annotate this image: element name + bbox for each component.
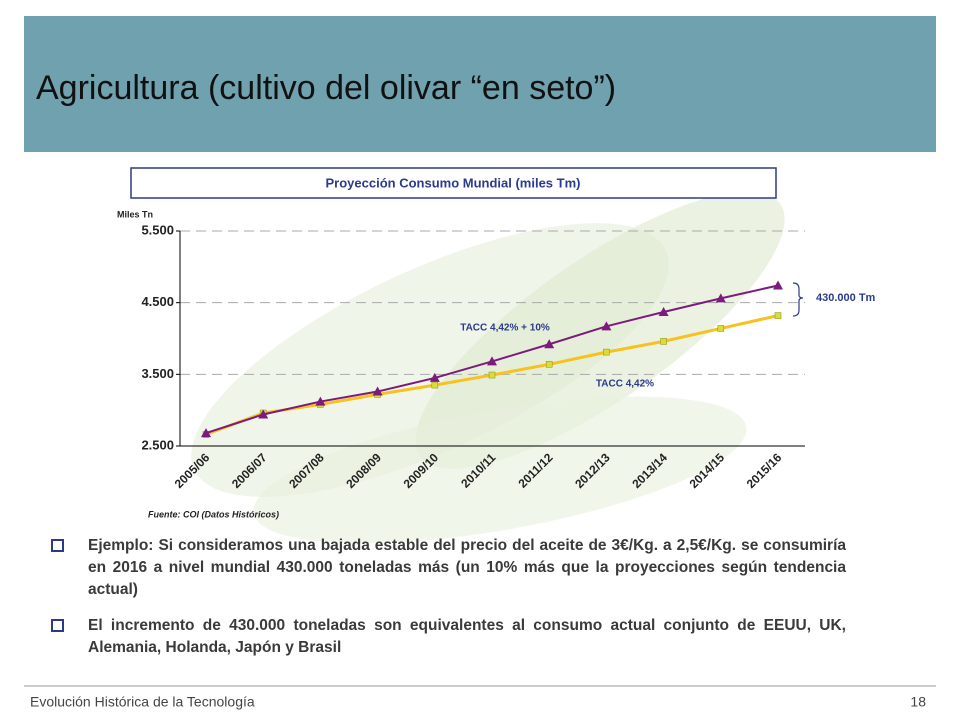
marker xyxy=(715,293,726,303)
marker xyxy=(603,348,610,356)
y-tick-label: 3.500 xyxy=(141,366,174,381)
source: Fuente: COI (Datos Históricos) xyxy=(148,509,279,519)
bullet-icon xyxy=(51,619,64,632)
marker xyxy=(488,371,496,379)
marker xyxy=(372,386,383,396)
bullet-icon xyxy=(51,539,64,552)
y-tick-label: 5.500 xyxy=(141,222,174,237)
y-tick-label: 2.500 xyxy=(141,437,174,452)
x-tick-label: 2015/16 xyxy=(744,450,785,491)
marker xyxy=(315,396,326,406)
y-axis-label: Miles Tn xyxy=(117,209,153,219)
annotation: 430.000 Tm xyxy=(816,292,876,304)
leaf xyxy=(253,396,747,544)
marker xyxy=(431,381,439,389)
marker xyxy=(201,428,211,438)
leaf xyxy=(415,191,785,469)
series-label: TACC 4,42% + 10% xyxy=(460,323,550,334)
marker xyxy=(774,312,782,319)
bracket xyxy=(792,282,804,317)
bullet: El incremento de 430.000 toneladas son e… xyxy=(88,617,846,656)
header-bar xyxy=(24,16,936,152)
chart-title: Proyección Consumo Mundial (miles Tm) xyxy=(326,175,581,190)
bullet: Ejemplo: Si consideramos una bajada esta… xyxy=(88,537,846,598)
marker xyxy=(429,372,440,382)
marker xyxy=(545,360,553,368)
marker xyxy=(487,356,497,366)
marker xyxy=(773,280,783,290)
page-number: 18 xyxy=(910,694,926,710)
marker xyxy=(660,338,667,345)
marker xyxy=(658,306,669,316)
chart-title-box xyxy=(130,167,777,199)
slide-title: Agricultura (cultivo del olivar “en seto… xyxy=(36,69,616,107)
marker xyxy=(601,321,612,331)
marker xyxy=(544,339,555,349)
marker xyxy=(717,325,725,332)
footer: Evolución Histórica de la Tecnología xyxy=(30,694,255,710)
y-tick-label: 4.500 xyxy=(141,294,174,309)
marker xyxy=(258,409,269,419)
series-label: TACC 4,42% xyxy=(596,379,654,390)
